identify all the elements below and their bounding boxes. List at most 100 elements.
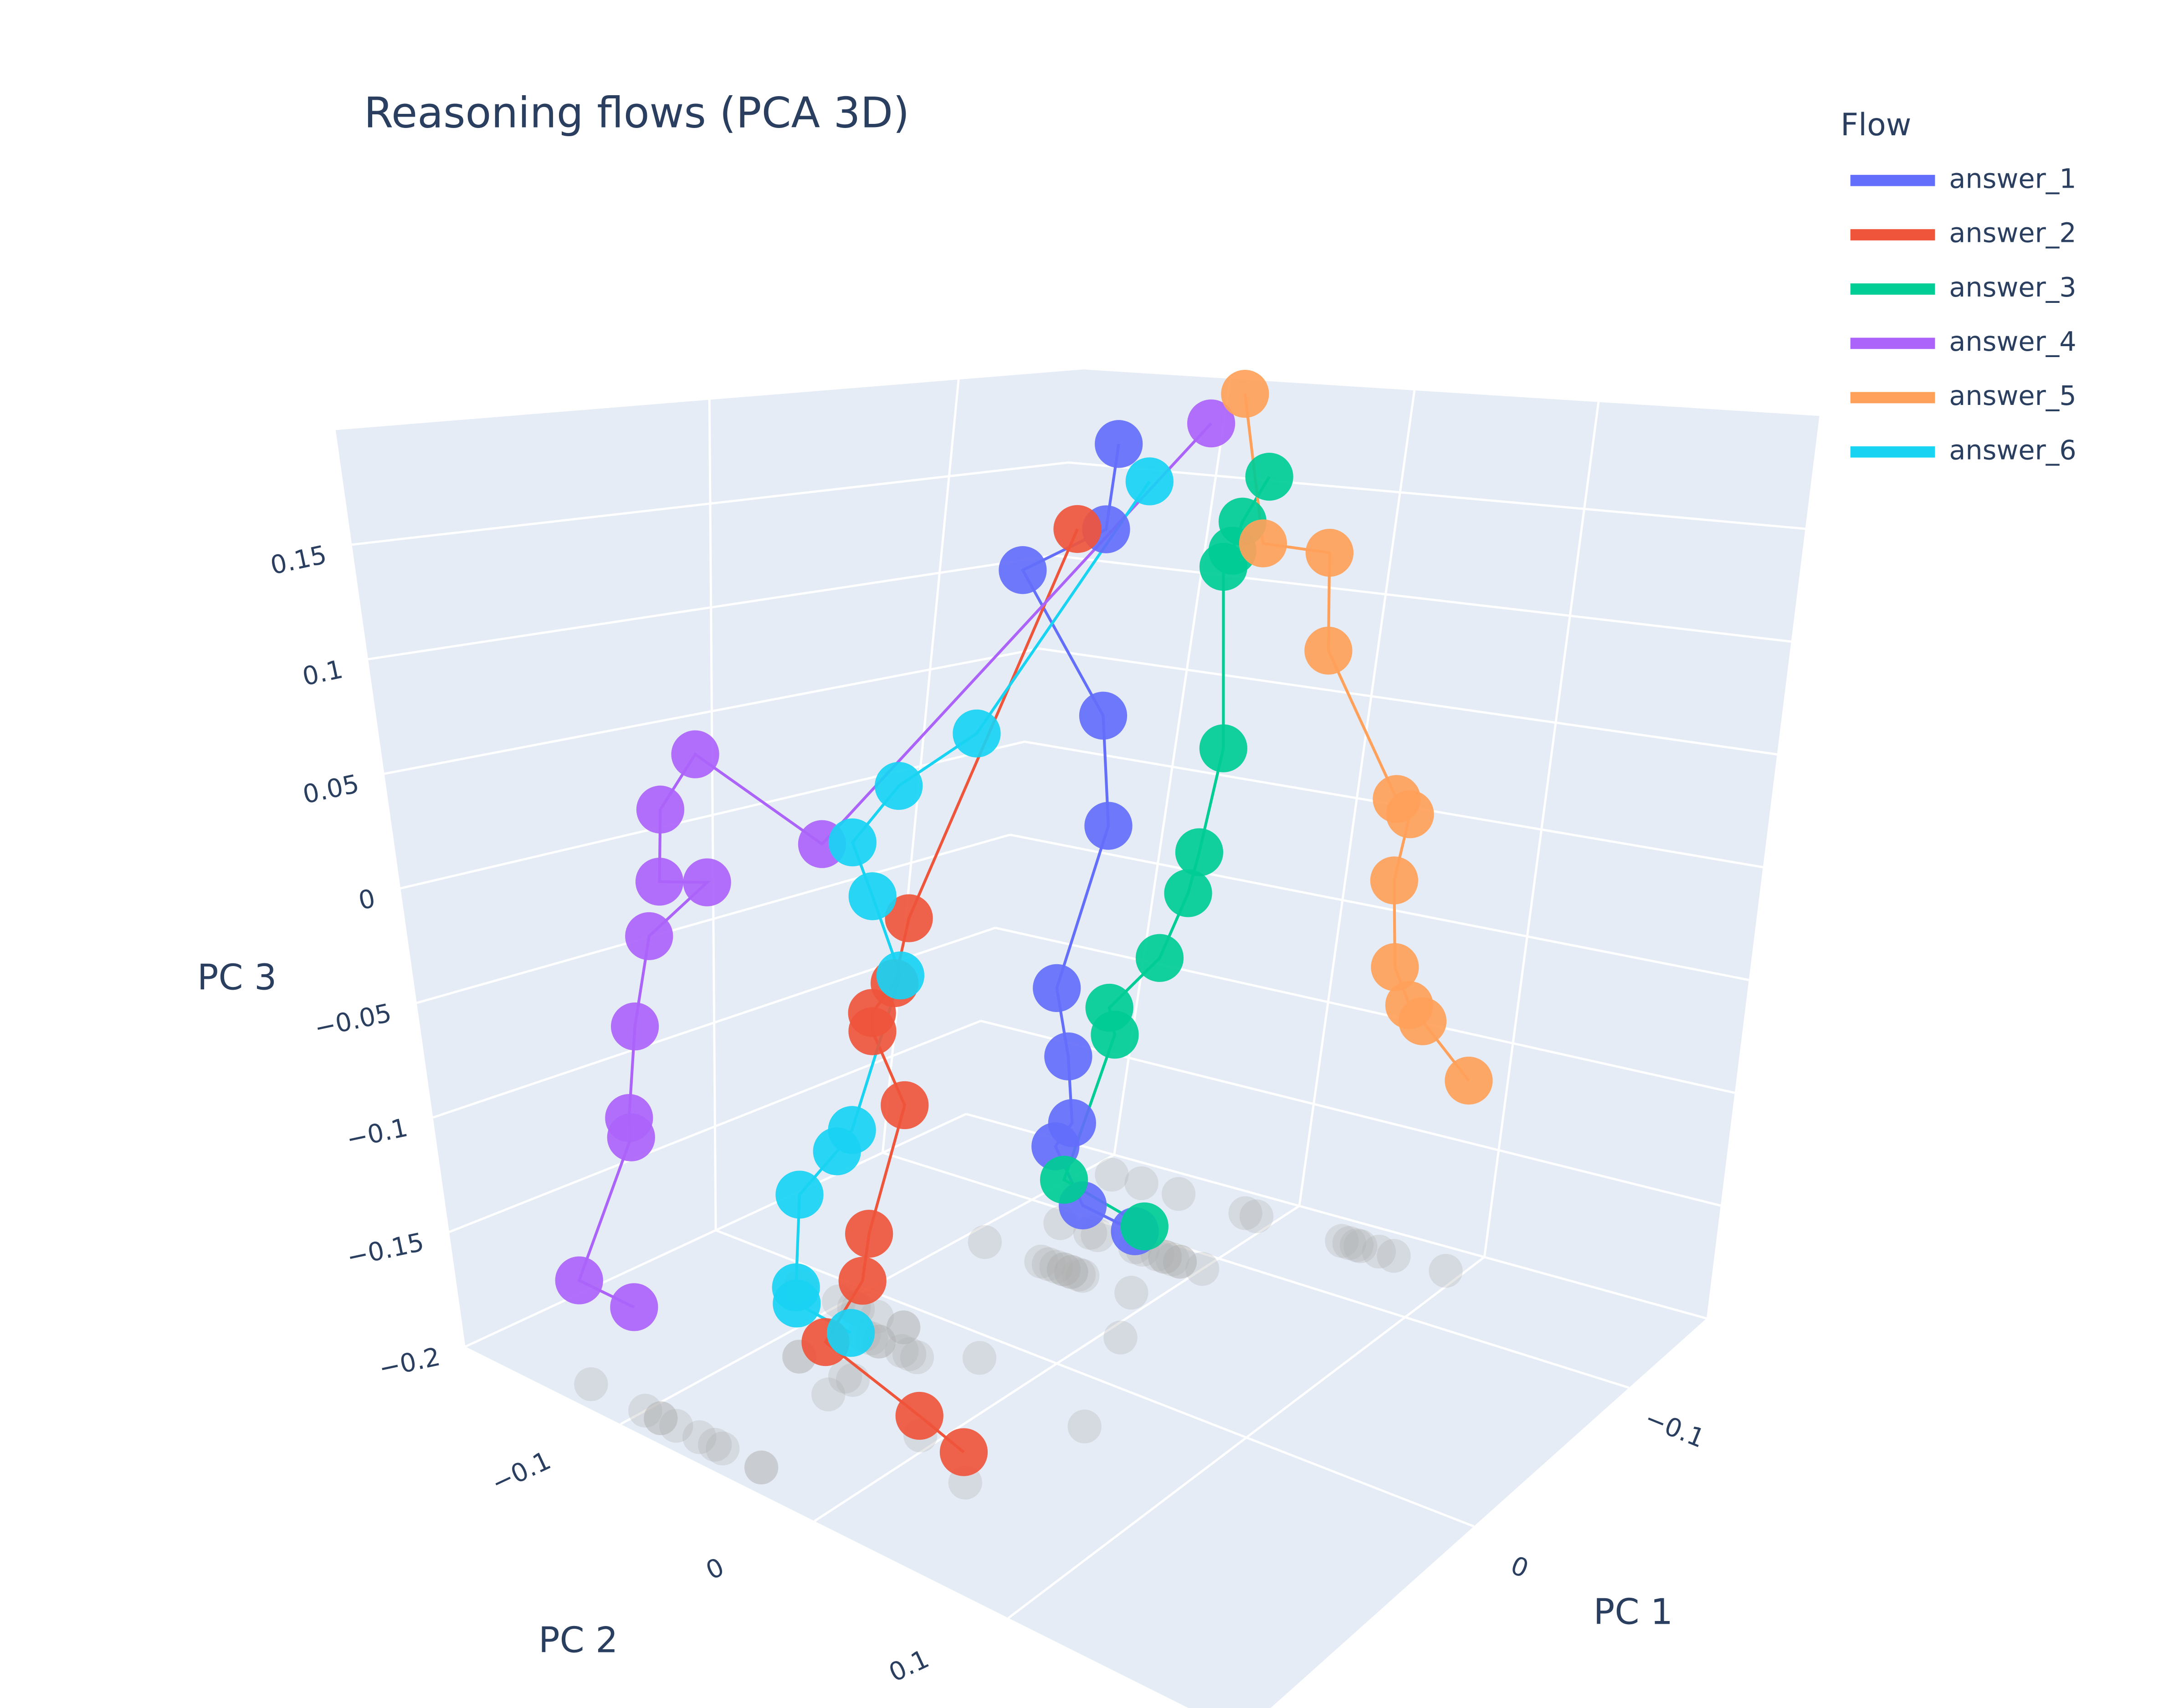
floor-shadow [1046,1252,1081,1287]
z-tick-label: 0.1 [300,655,345,692]
z-tick-label: −0.05 [312,998,395,1043]
flow-point [838,1257,887,1305]
floor-shadow [1155,1242,1189,1277]
flow-point [1095,420,1143,468]
floor-shadow [574,1367,608,1401]
grid-line [814,1205,1300,1522]
floor-shadow [1148,1240,1182,1274]
flow-point [813,1127,861,1176]
flow-point [1091,1011,1139,1059]
flow-point [1239,519,1287,568]
flow-point [1040,1156,1088,1204]
flow-point [848,1007,897,1055]
grid-line [965,1113,1707,1319]
flow-point [885,894,933,942]
flow-point [1305,528,1354,577]
flow-point [1135,934,1184,982]
flow-point [845,1210,893,1258]
legend-title: Flow [1841,107,1911,143]
floor-shadow [1325,1224,1359,1258]
floor-plane [465,1114,1707,1708]
floor-shadow [1024,1244,1058,1278]
flow-point [1199,542,1248,591]
floor-shadow [1343,1229,1378,1263]
floor-shadow [1054,1255,1088,1289]
floor-shadow [1067,1409,1102,1444]
floor-shadow [900,1340,934,1375]
flow-point [828,818,877,867]
grid-line [1039,647,1778,756]
flow-point [939,1428,988,1476]
flow-point [635,858,684,906]
flow-point [1398,997,1447,1045]
grid-line [1007,1256,1485,1619]
y-tick-label: −0.1 [487,1446,555,1498]
grid-line [995,926,1735,1094]
floor-shadow [1054,1255,1088,1289]
floor-shadow [644,1401,678,1435]
legend-label: answer_6 [1949,434,2076,465]
z-tick-label: −0.15 [344,1227,427,1273]
z-tick-label: 0.05 [300,769,362,810]
floor-shadow [1161,1177,1196,1211]
floor-shadow [892,1337,927,1371]
grid-line [449,1020,981,1233]
floor-shadow [1061,1258,1096,1292]
markers [555,370,1493,1476]
z-tick-label: 0 [356,884,378,916]
floor-shadow [1103,1320,1138,1355]
x-axis-title: PC 1 [1594,1592,1673,1633]
flow-point [1187,399,1236,448]
floor-shadow [962,1341,997,1375]
legend-label: answer_1 [1949,163,2076,194]
grid-line [465,1113,967,1348]
flow-point [607,1113,655,1161]
floor-shadow [1065,1259,1100,1293]
floor-shadow [1163,1245,1197,1279]
z-tick-label: −0.2 [376,1342,443,1384]
x-tick-label: 0 [1507,1550,1533,1584]
right-wall [966,369,1820,1319]
scene-background [335,369,1820,1708]
shadows [574,1157,1463,1500]
flow-point [876,951,925,1000]
grid-line [368,554,1054,660]
flow-point [1120,1202,1169,1251]
floor-shadow [1362,1234,1396,1269]
z-tick-label: −0.1 [344,1113,410,1155]
floor-shadow [828,1360,862,1394]
legend-label: answer_2 [1949,217,2076,249]
flow-point [1175,828,1224,876]
floor-shadow [1114,1276,1148,1310]
floor-shadow [1095,1157,1129,1192]
floor-shadow [682,1420,717,1454]
floor-shadow [706,1432,740,1466]
legend-label: answer_3 [1949,271,2076,303]
grid-line [416,834,1010,1004]
flow-point [1370,856,1418,905]
floor-shadow [968,1225,1002,1259]
flow-point [1125,457,1174,506]
flow-point [895,1391,943,1440]
flow-point [625,912,673,961]
flow-point [610,1002,659,1051]
flow-point [1371,943,1419,992]
floor-shadow [811,1377,846,1411]
flow-point [848,872,897,920]
floor-shadow [1124,1166,1159,1201]
flow-point [1199,724,1247,772]
flow-point [1044,1032,1092,1081]
grid-line [882,1151,1630,1389]
floor-shadow [644,1401,678,1435]
floor-shadow [1148,1240,1182,1274]
flow-point [1245,453,1293,501]
chart-title: Reasoning flows (PCA 3D) [364,88,910,137]
floor-shadow [836,1363,870,1397]
flow-point [1386,790,1434,839]
floor-shadow [1046,1252,1081,1287]
floor-shadow [1163,1245,1197,1279]
y-axis-title: PC 2 [538,1620,618,1661]
floor-shadow [744,1450,779,1485]
flow-point [610,1283,658,1331]
